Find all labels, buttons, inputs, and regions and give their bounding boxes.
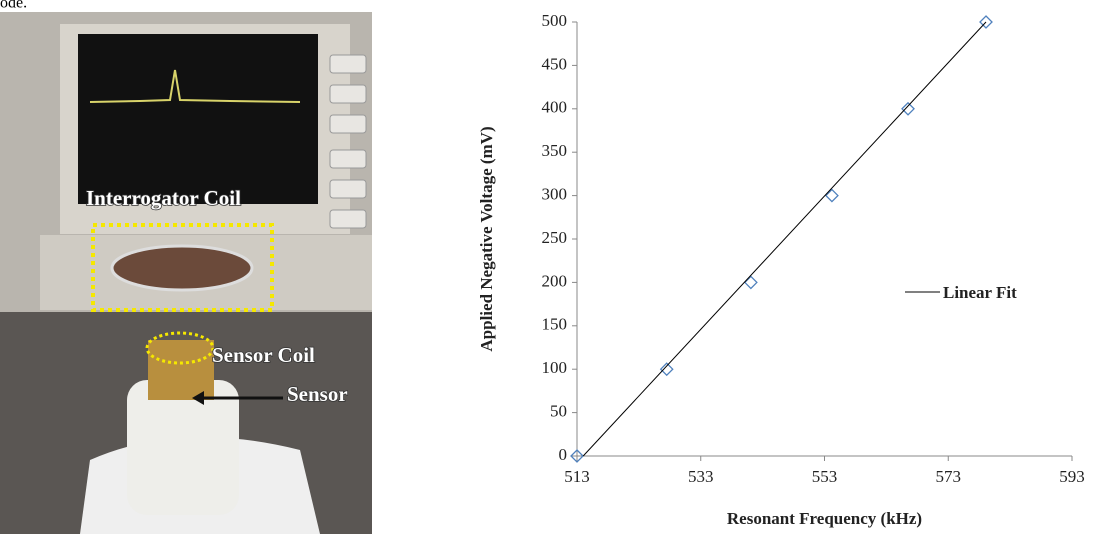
x-tick-label: 573 — [936, 467, 962, 486]
x-tick-label: 593 — [1059, 467, 1085, 486]
interrogator-coil — [112, 246, 252, 290]
y-tick-label: 300 — [542, 185, 568, 204]
x-tick-label: 553 — [812, 467, 838, 486]
photo-label: Sensor Coil — [212, 343, 315, 367]
photo-label: Interrogator Coil — [86, 186, 241, 210]
data-point — [661, 363, 673, 375]
x-tick-label: 533 — [688, 467, 714, 486]
y-tick-label: 450 — [542, 54, 568, 73]
y-tick-label: 150 — [542, 315, 568, 334]
caption-fragment: ode. — [0, 0, 27, 12]
photo: Interrogator Coil Sensor Coil Sensor — [0, 12, 372, 534]
fit-line — [583, 22, 986, 456]
photo-label: Sensor — [287, 382, 348, 406]
y-tick-label: 200 — [542, 271, 568, 290]
y-tick-label: 350 — [542, 141, 568, 160]
y-tick-label: 100 — [542, 358, 568, 377]
data-point — [902, 103, 914, 115]
data-point — [745, 276, 757, 288]
legend-label: Linear Fit — [943, 283, 1017, 302]
x-tick-label: 513 — [564, 467, 590, 486]
y-tick-label: 0 — [559, 445, 568, 464]
y-axis-title: Applied Negative Voltage (mV) — [477, 126, 496, 351]
y-tick-label: 500 — [542, 11, 568, 30]
y-tick-label: 400 — [542, 98, 568, 117]
sensor-holder — [127, 380, 239, 515]
y-tick-label: 50 — [550, 402, 567, 421]
figure: Interrogator Coil Sensor Coil Sensor ode… — [0, 0, 1099, 534]
data-point — [826, 190, 838, 202]
chart: 0 50 100 150 200 250 300 350 400 450 500 513 533 553 5… — [477, 11, 1085, 528]
y-tick-label: 250 — [542, 228, 568, 247]
instrument-screen — [78, 34, 318, 204]
x-axis-title: Resonant Frequency (kHz) — [727, 509, 922, 528]
sensor-coil — [148, 340, 214, 400]
